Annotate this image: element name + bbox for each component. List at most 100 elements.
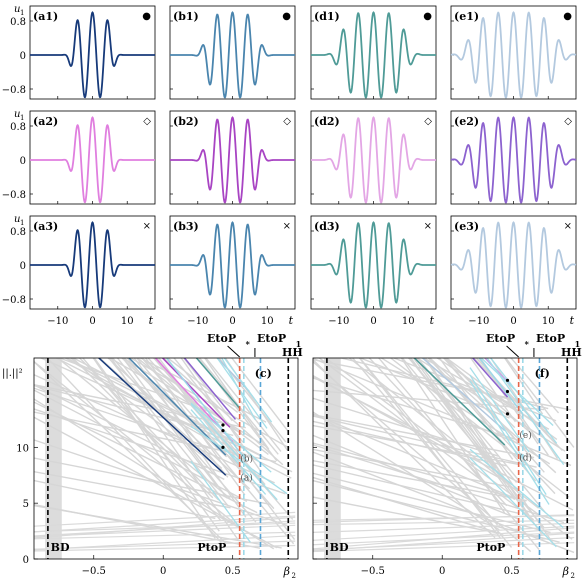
ptop-label: PtoP (476, 541, 505, 554)
bifurcation-panel-f: −0.5 0 0.5 β 2 (f) BD PtoP (e) (d) EtoP * EtoP 1HH (312, 332, 582, 579)
marker-symbol: ● (423, 11, 432, 22)
branch-grey (34, 398, 275, 550)
branch-grey (197, 358, 278, 462)
branch-grey (401, 358, 545, 529)
etop1-sub: 1 (575, 339, 581, 349)
branch-cyan (190, 402, 272, 473)
branch-grey (368, 358, 508, 507)
branch-grey (504, 358, 575, 448)
marker-symbol: × (564, 221, 572, 232)
branch-grey (144, 358, 246, 496)
branch-grey (39, 358, 245, 450)
branch-grey (358, 358, 502, 539)
panel-label: (a2) (33, 115, 58, 128)
branch-colored (413, 358, 506, 446)
branch-grey (198, 358, 279, 455)
branch-grey (313, 444, 565, 524)
branch-grey (358, 358, 499, 526)
profile-panel-d3: (d3) × −10 0 10 t (310, 215, 437, 327)
panel-frame (312, 357, 578, 560)
branch-colored (195, 358, 241, 409)
branch-grey (34, 471, 231, 509)
branch-grey (313, 472, 551, 534)
marker-symbol: ◇ (424, 116, 432, 127)
panel-label: (e1) (454, 10, 479, 23)
branch-colored (471, 358, 509, 398)
y-axis-label: u (14, 109, 20, 120)
x-tick-label: −10 (468, 316, 489, 327)
y-tick-label: 0.8 (10, 227, 26, 238)
x-tick-label: 0 (160, 566, 166, 577)
x-axis-label-sub: 2 (571, 572, 575, 579)
branch-colored (97, 358, 227, 476)
x-tick-label: 10 (121, 316, 134, 327)
branch-colored (127, 358, 227, 456)
x-tick-label: −10 (328, 316, 349, 327)
branch-grey (351, 358, 513, 548)
branch-label: (e) (519, 430, 531, 441)
branch-grey (422, 358, 550, 430)
x-tick-label: −0.5 (82, 566, 106, 577)
branch-grey (34, 531, 296, 540)
panel-label: (b3) (173, 220, 199, 233)
etop-star-sub: * (246, 339, 251, 349)
etop1-sub: 1 (296, 339, 302, 349)
etop1-label: EtoP (257, 332, 286, 345)
x-axis-label: β (562, 565, 569, 578)
branch-grey (34, 503, 261, 549)
branch-grey (34, 544, 296, 552)
etop-star-sub: * (525, 339, 530, 349)
y-axis-label-sub: 1 (20, 9, 24, 17)
branch-cyan (190, 425, 288, 495)
marker-symbol: ● (563, 11, 572, 22)
profile-panel-a1: (a1) ● 0.8 0 −0.8 u 1 (2, 4, 156, 100)
etop-star-label: EtoP (207, 332, 236, 345)
branch-grey (129, 358, 290, 449)
branch-grey (166, 358, 239, 413)
profile-curve (450, 221, 577, 309)
y-axis-label-sub: 1 (20, 219, 24, 227)
profile-panel-e1: (e1) ● (450, 5, 577, 100)
branch-grey (436, 358, 548, 431)
x-axis-label: t (289, 314, 294, 327)
branch-grey (34, 515, 296, 533)
branch-grey (469, 358, 517, 423)
branch-grey (203, 358, 270, 450)
branch-marker (505, 389, 510, 394)
branch-grey (34, 457, 271, 506)
branch-colored (165, 358, 248, 462)
branch-grey (414, 358, 516, 494)
x-axis-label: t (149, 314, 154, 327)
branch-label: (d) (519, 452, 532, 463)
profile-curve (311, 221, 436, 309)
x-axis-label-sub: 2 (292, 572, 296, 579)
hh-label: HH (282, 346, 303, 359)
branch-cyan (469, 367, 530, 453)
branch-grey (313, 358, 572, 467)
branch-grey (313, 542, 575, 553)
x-axis-label: t (430, 314, 435, 327)
branch-grey (410, 358, 516, 501)
branch-grey (34, 511, 296, 527)
branch-grey (313, 413, 519, 501)
branch-cyan (190, 409, 267, 495)
branch-grey (173, 358, 244, 443)
bd-label: BD (51, 541, 70, 554)
panel-label: (f) (535, 367, 550, 380)
x-tick-label: −10 (187, 316, 208, 327)
y-tick-label: 5 (23, 499, 29, 510)
x-tick-label: 0.5 (225, 566, 241, 577)
branch-colored (421, 358, 506, 432)
branch-marker (221, 445, 225, 449)
panel-label: (b1) (173, 10, 199, 23)
x-tick-label: 0 (229, 316, 235, 327)
branch-grey (56, 358, 231, 500)
x-tick-label: −10 (47, 316, 68, 327)
y-tick-label: 0 (20, 261, 26, 272)
branch-grey (116, 358, 218, 488)
marker-symbol: ◇ (564, 116, 572, 127)
bifurcation-panel-c: −0.5 0 0.5 0 5 10 ||.||² β 2 (c) BD PtoP (b) (a) EtoP *… (2, 332, 303, 579)
plot-area (34, 358, 296, 559)
grey-band (324, 358, 341, 559)
